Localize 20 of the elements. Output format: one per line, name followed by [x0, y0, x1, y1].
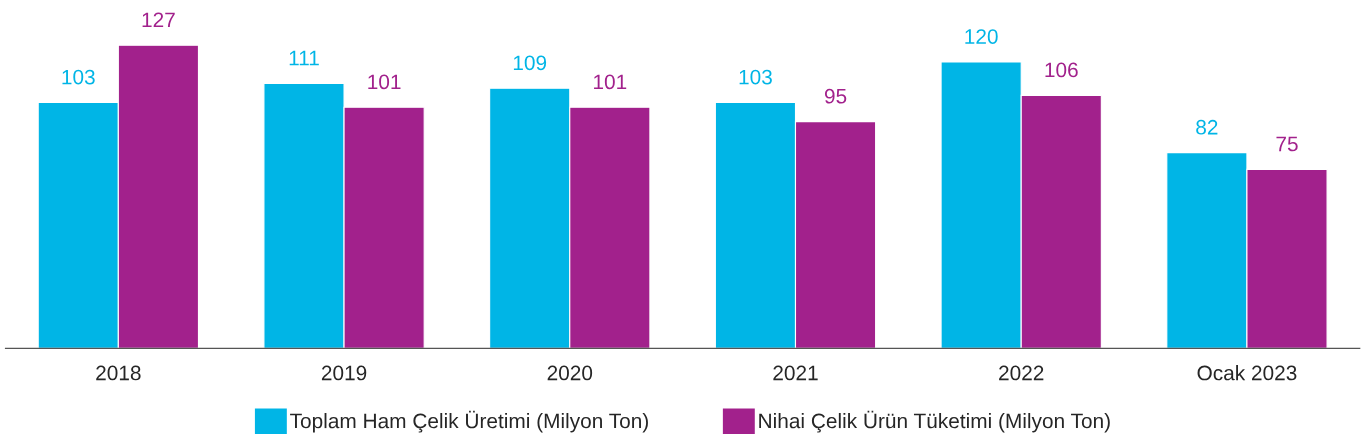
x-tick-label: Ocak 2023 [1197, 365, 1297, 381]
data-label: 101 [594, 74, 627, 90]
data-label: 75 [1276, 136, 1298, 152]
x-tick-label: 2022 [999, 365, 1044, 381]
x-tick-label: 2021 [773, 365, 818, 381]
legend-label: Nihai Çelik Ürün Tüketimi (Milyon Ton) [759, 410, 1110, 433]
data-label: 109 [513, 55, 547, 71]
x-tick-label: 2018 [96, 365, 141, 381]
data-label: 106 [1045, 62, 1078, 78]
data-label: 127 [142, 12, 175, 27]
data-label: 111 [289, 50, 319, 66]
legend-label: Toplam Ham Çelik Üretimi (Milyon Ton) [290, 410, 648, 433]
data-label: 120 [965, 29, 998, 44]
data-label: 95 [824, 88, 847, 104]
data-label: 82 [1196, 119, 1218, 135]
data-label: 103 [62, 69, 95, 85]
data-label: 101 [368, 74, 401, 90]
data-label: 103 [739, 69, 772, 85]
x-tick-label: 2020 [547, 365, 593, 381]
x-tick-label: 2019 [321, 365, 367, 381]
